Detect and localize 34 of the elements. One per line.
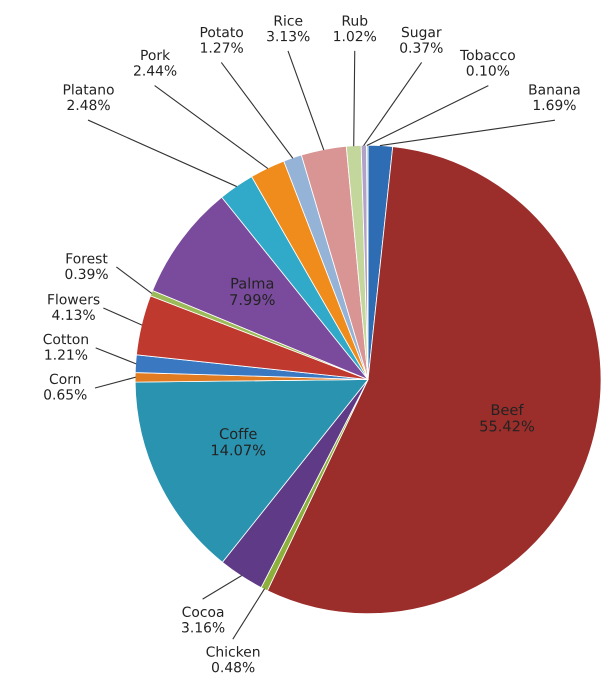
data-label: 2.48% — [67, 100, 110, 110]
slice-label: Rice — [274, 15, 302, 26]
slice-label: Tobacco — [460, 49, 515, 60]
data-label: 1.21% — [45, 349, 88, 360]
data-label: 4.13% — [52, 310, 95, 320]
data-label: 14.07% — [212, 444, 266, 456]
slice-label: Sugar — [402, 26, 442, 40]
data-label: 3.16% — [182, 622, 224, 633]
slice-label: Forest — [66, 253, 108, 264]
slice-label: Cocoa — [182, 606, 224, 618]
slice-label: Rub — [342, 15, 368, 26]
data-label: 55.42% — [480, 420, 534, 432]
slice-label: Chicken — [206, 646, 260, 657]
slice-label: Beef — [492, 404, 524, 416]
slice-label: Platano — [64, 84, 114, 95]
slice-label: Corn — [50, 374, 80, 384]
slice-label: Palma — [232, 277, 274, 289]
data-label: 2.44% — [134, 65, 176, 76]
data-label: 7.99% — [230, 294, 275, 306]
data-label: 1.27% — [201, 42, 243, 53]
data-label: 1.69% — [534, 100, 576, 110]
slice-label: Pork — [141, 49, 170, 60]
slice-label: Banana — [529, 84, 580, 95]
slice-label: Flowers — [48, 294, 100, 304]
data-label: 0.48% — [212, 662, 254, 672]
data-label: 0.37% — [400, 42, 443, 53]
slice-label: Coffe — [220, 428, 257, 440]
data-label: 0.10% — [466, 65, 510, 76]
data-label: 1.02% — [334, 30, 376, 42]
data-label: 3.13% — [267, 30, 310, 42]
data-label: 0.39% — [65, 268, 108, 280]
slice-label: Potato — [200, 26, 244, 38]
slice-label: Cotton — [44, 334, 88, 344]
data-label: 0.65% — [44, 389, 87, 400]
